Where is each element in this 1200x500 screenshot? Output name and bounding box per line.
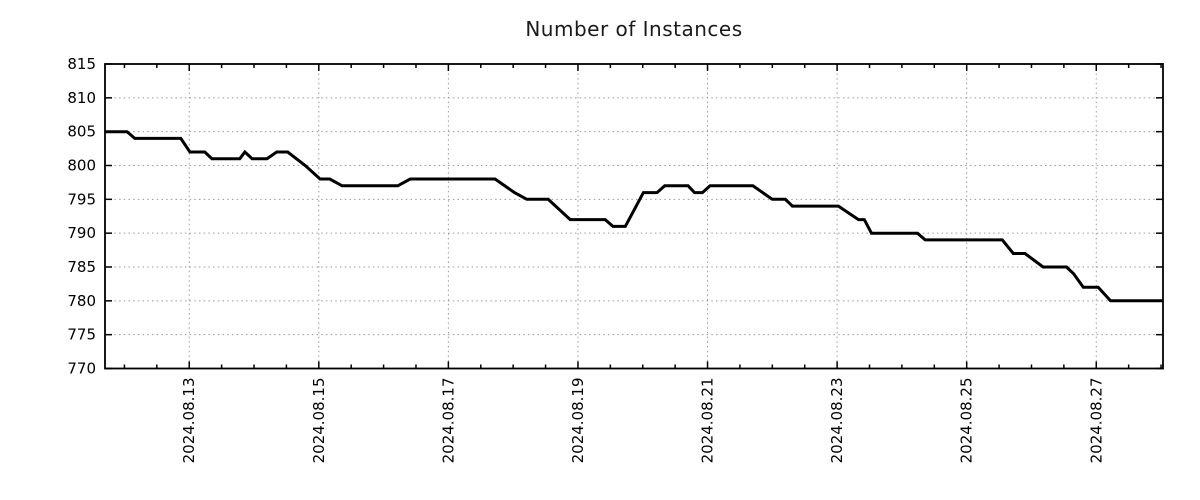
y-tick-label: 780 [67,292,96,310]
y-tick-label: 805 [67,123,96,141]
axis-labels: 2024.08.13 2024.08.15 2024.08.17 2024.08.19… [67,55,1105,463]
axis-ticks [105,63,1163,370]
x-tick-label: 2024.08.27 [1087,378,1105,464]
series-line-instances [105,130,1163,303]
y-tick-label: 795 [67,190,96,208]
grid [105,63,1163,369]
y-tick-label: 770 [67,360,96,378]
x-tick-label: 2024.08.17 [439,377,457,463]
x-tick-label: 2024.08.13 [180,378,198,464]
x-tick-label: 2024.08.23 [828,378,846,464]
x-tick-label: 2024.08.21 [699,378,717,464]
y-tick-label: 800 [67,157,96,175]
y-tick-label: 785 [67,258,96,276]
x-tick-label: 2024.08.15 [310,378,328,464]
plot-border [104,63,1164,370]
chart-title: Number of Instances [525,17,743,41]
y-tick-label: 790 [67,224,96,242]
y-tick-label: 810 [67,89,96,107]
axes-frame [104,63,1164,370]
x-tick-label: 2024.08.25 [958,378,976,464]
y-tick-label: 815 [67,55,96,73]
x-tick-label: 2024.08.19 [569,378,587,464]
data-series [105,130,1163,303]
y-tick-label: 775 [67,326,96,344]
